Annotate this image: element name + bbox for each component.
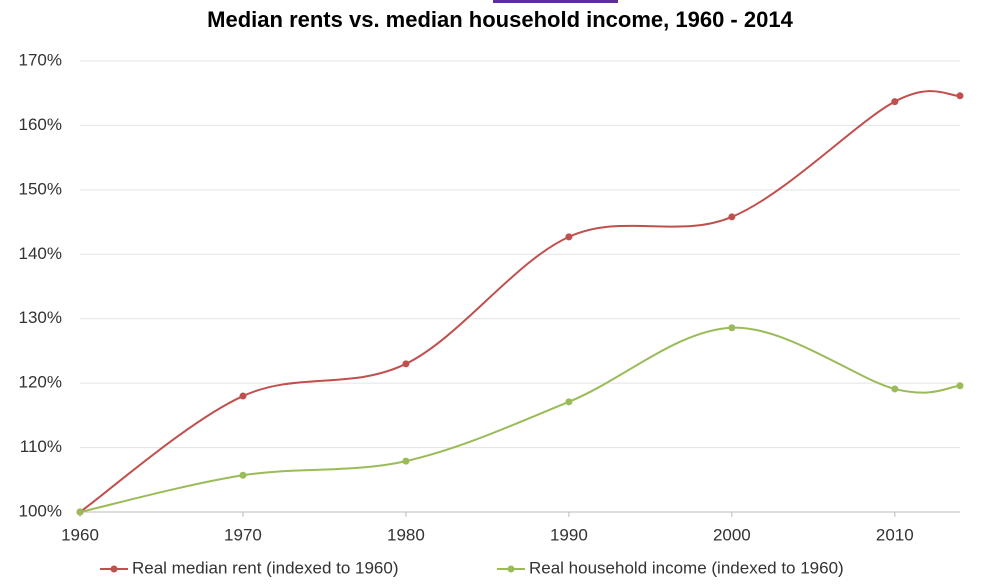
legend-label: Real household income (indexed to 1960) [529, 558, 844, 577]
legend-marker [110, 565, 118, 573]
x-tick-label: 2000 [713, 525, 751, 544]
legend-marker [507, 565, 515, 573]
chart-title: Median rents vs. median household income… [207, 7, 793, 32]
data-point [239, 471, 247, 479]
y-tick-label: 170% [19, 50, 62, 69]
data-point [402, 360, 410, 368]
data-point [565, 233, 573, 241]
x-tick-label: 1980 [387, 525, 425, 544]
data-point [565, 398, 573, 406]
series-line [79, 326, 961, 513]
data-point [402, 457, 410, 465]
y-tick-label: 160% [19, 115, 62, 134]
data-point [956, 92, 964, 100]
y-tick-label: 100% [19, 501, 62, 520]
y-tick-label: 110% [20, 437, 62, 456]
top-bar [493, 0, 618, 3]
series-line [79, 90, 961, 513]
data-point [728, 213, 736, 221]
y-tick-label: 120% [19, 373, 62, 392]
y-tick-label: 130% [19, 308, 62, 327]
data-point [76, 508, 84, 516]
x-tick-label: 1960 [61, 525, 99, 544]
x-tick-label: 2010 [876, 525, 914, 544]
x-tick-label: 1970 [224, 525, 262, 544]
x-tick-label: 1990 [550, 525, 588, 544]
data-point [891, 98, 899, 106]
y-tick-label: 150% [19, 179, 62, 198]
data-point [239, 392, 247, 400]
data-point [956, 382, 964, 390]
data-point [728, 324, 736, 332]
legend-label: Real median rent (indexed to 1960) [132, 558, 399, 577]
y-tick-label: 140% [19, 244, 62, 263]
data-point [891, 385, 899, 393]
